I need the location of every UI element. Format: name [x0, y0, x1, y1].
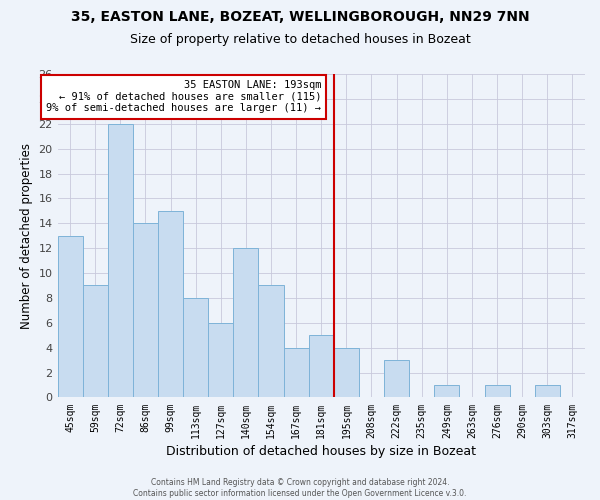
Text: 35 EASTON LANE: 193sqm
← 91% of detached houses are smaller (115)
9% of semi-det: 35 EASTON LANE: 193sqm ← 91% of detached… — [46, 80, 321, 114]
Bar — [259, 286, 284, 398]
Bar — [133, 224, 158, 398]
Bar — [535, 385, 560, 398]
Bar — [334, 348, 359, 398]
Y-axis label: Number of detached properties: Number of detached properties — [20, 142, 33, 328]
Bar — [208, 323, 233, 398]
Bar — [108, 124, 133, 398]
Bar — [308, 335, 334, 398]
Bar — [83, 286, 108, 398]
Bar — [58, 236, 83, 398]
Bar — [158, 211, 183, 398]
Bar — [384, 360, 409, 398]
Bar — [233, 248, 259, 398]
Bar — [434, 385, 460, 398]
Bar — [183, 298, 208, 398]
Bar — [284, 348, 308, 398]
Text: 35, EASTON LANE, BOZEAT, WELLINGBOROUGH, NN29 7NN: 35, EASTON LANE, BOZEAT, WELLINGBOROUGH,… — [71, 10, 529, 24]
X-axis label: Distribution of detached houses by size in Bozeat: Distribution of detached houses by size … — [166, 444, 476, 458]
Text: Size of property relative to detached houses in Bozeat: Size of property relative to detached ho… — [130, 32, 470, 46]
Bar — [485, 385, 509, 398]
Text: Contains HM Land Registry data © Crown copyright and database right 2024.
Contai: Contains HM Land Registry data © Crown c… — [133, 478, 467, 498]
